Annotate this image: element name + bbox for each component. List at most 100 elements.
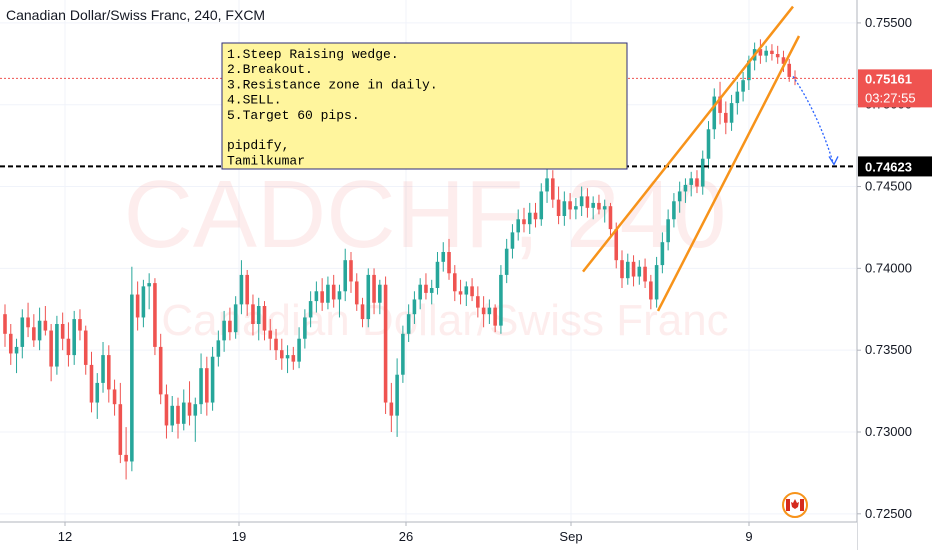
candle-body <box>718 96 722 113</box>
candle-body <box>233 304 238 333</box>
candle <box>205 356 209 416</box>
candle-body <box>337 291 342 300</box>
candle-body <box>308 301 313 318</box>
candle <box>712 88 717 140</box>
candle <box>551 170 555 208</box>
wedge-lower-line[interactable] <box>656 35 801 312</box>
time-axis[interactable]: 12 19 26 Sep 9 <box>0 521 857 550</box>
candle <box>95 373 100 419</box>
candle-body <box>660 242 665 266</box>
candle-body <box>672 201 676 220</box>
price-axis[interactable]: 0.755000.750000.745000.740000.735000.730… <box>856 0 932 550</box>
candle-body <box>649 281 653 300</box>
candle <box>78 309 82 341</box>
candle-body <box>458 291 463 295</box>
candle-body <box>700 158 705 187</box>
candle-body <box>401 333 405 375</box>
candle-body <box>395 374 399 416</box>
candle <box>758 39 763 64</box>
candle-body <box>26 317 30 328</box>
candle <box>199 353 203 414</box>
candle-body <box>164 394 169 426</box>
candle <box>527 202 532 234</box>
candle <box>401 325 405 383</box>
candle <box>32 314 36 347</box>
candle <box>303 309 307 349</box>
target-level-badge[interactable] <box>858 156 932 177</box>
candle-body <box>591 202 595 208</box>
candle-body <box>3 314 7 334</box>
candle-body <box>256 306 261 324</box>
candle-body <box>712 96 717 130</box>
candle-body <box>354 281 359 305</box>
candle <box>510 224 515 259</box>
candle <box>349 252 353 293</box>
candle-body <box>262 306 267 331</box>
candle <box>366 268 371 328</box>
candle <box>631 255 636 287</box>
candle-body <box>112 389 117 405</box>
time-axis-background <box>0 522 857 550</box>
candle <box>337 284 342 318</box>
candle-body <box>55 324 59 367</box>
candle-body <box>107 355 111 390</box>
candle-body <box>130 294 134 462</box>
candle-body <box>274 338 278 351</box>
candle <box>729 94 734 131</box>
candle <box>660 232 665 274</box>
candle <box>222 310 226 352</box>
candle-body <box>251 304 255 324</box>
candle-body <box>60 324 65 339</box>
flag-bar-left <box>786 499 790 511</box>
price-tick-label: 0.74000 <box>865 260 912 275</box>
candle <box>412 291 417 324</box>
candle-body <box>539 191 544 220</box>
candle-body <box>464 286 469 295</box>
candle-body <box>43 320 48 331</box>
annotation-line: pipdify, <box>227 138 289 153</box>
candle-body <box>747 60 751 81</box>
candle-body <box>574 206 578 210</box>
candle-body <box>741 80 745 92</box>
candle <box>262 301 267 341</box>
candle-body <box>781 57 786 64</box>
candle <box>533 202 538 228</box>
candle-body <box>135 294 140 318</box>
candle-body <box>412 299 417 315</box>
time-tick-label: 19 <box>232 529 246 544</box>
candle <box>452 265 457 302</box>
candle-body <box>349 260 353 282</box>
candle <box>89 351 94 413</box>
candle-body <box>360 304 365 320</box>
current-price-badge[interactable] <box>858 69 932 108</box>
candles <box>3 39 797 480</box>
candle-body <box>608 206 613 230</box>
candle <box>487 299 492 324</box>
candle <box>516 209 520 241</box>
candle <box>637 260 642 285</box>
candle-body <box>597 202 601 210</box>
candle-body <box>625 261 630 279</box>
annotation-box[interactable]: 1.Steep Raising wedge.2.Breakout.3.Resis… <box>221 42 628 170</box>
candle-body <box>470 286 474 297</box>
candle-body <box>758 49 763 56</box>
candle <box>170 396 175 432</box>
wedge-upper-line[interactable] <box>582 5 794 273</box>
candle-body <box>504 248 509 275</box>
candle-body <box>389 402 394 416</box>
candle-body <box>239 274 244 305</box>
candle <box>481 296 486 328</box>
canada-flag-icon[interactable] <box>782 492 808 518</box>
candle-body <box>481 307 486 315</box>
candle-body <box>493 307 497 326</box>
candle-body <box>83 330 88 365</box>
candle <box>522 207 526 233</box>
annotation-line: 2.Breakout. <box>227 62 313 77</box>
countdown-label: 03:27:55 <box>865 90 916 105</box>
candle <box>418 278 422 310</box>
candle <box>556 186 561 225</box>
candle <box>620 250 624 288</box>
candle-body <box>118 404 123 455</box>
price-tick-label: 0.73500 <box>865 342 912 357</box>
